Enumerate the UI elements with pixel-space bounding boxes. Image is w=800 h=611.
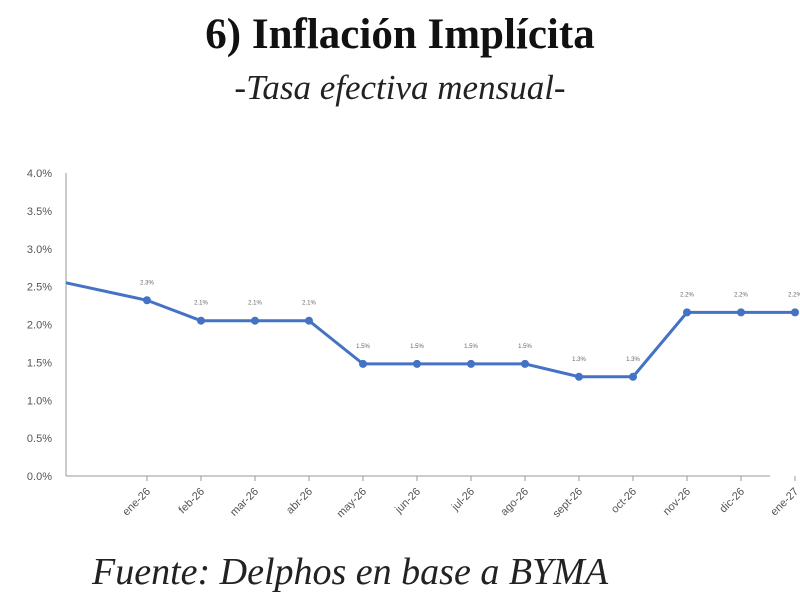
y-tick-label: 3.5% <box>27 206 52 218</box>
chart-title: 6) Inflación Implícita <box>205 11 595 58</box>
x-tick-label: feb-26 <box>177 486 208 517</box>
data-point <box>575 372 583 381</box>
y-tick-label: 2.0% <box>27 320 52 332</box>
y-axis-ticks: 0.0% 0.5% 1.0% 1.5% 2.0% 2.5% 3.0% 3.5% 4.0% <box>27 168 52 483</box>
data-point <box>359 359 367 368</box>
data-label: 2.2% <box>734 292 748 298</box>
x-tick-label: dic-26 <box>717 486 747 516</box>
data-label: 1.5% <box>410 344 424 350</box>
data-points <box>143 296 799 381</box>
data-label: 2.1% <box>194 301 208 307</box>
data-label: 2.1% <box>302 301 316 307</box>
y-tick-label: 1.5% <box>27 357 52 369</box>
data-point <box>791 308 799 317</box>
data-label: 2.2% <box>788 292 800 298</box>
data-label: 2.2% <box>680 292 694 298</box>
x-tick-label: may-26 <box>335 486 369 520</box>
data-label: 1.3% <box>626 357 640 363</box>
x-tick-label: oct-26 <box>609 486 639 516</box>
x-axis-ticks: ene-26 feb-26 mar-26 abr-26 may-26 jun-26 jul-… <box>120 476 800 520</box>
x-tick-label: nov-26 <box>661 486 693 518</box>
data-point <box>683 308 691 317</box>
data-label: 2.1% <box>248 301 262 307</box>
data-point <box>629 372 637 381</box>
x-tick-label: abr-26 <box>284 486 315 517</box>
y-tick-label: 2.5% <box>27 282 52 294</box>
data-label: 1.5% <box>356 344 370 350</box>
data-point <box>413 359 421 368</box>
x-tick-label: mar-26 <box>228 486 261 519</box>
data-point <box>521 359 529 368</box>
x-tick-label: jun-26 <box>392 486 423 517</box>
x-tick-label: ago-26 <box>498 486 531 519</box>
y-tick-label: 1.0% <box>27 395 52 407</box>
data-point <box>467 359 475 368</box>
data-label: 2.3% <box>140 280 154 286</box>
x-tick-label: sept-26 <box>551 486 585 520</box>
data-point <box>251 316 259 325</box>
data-point <box>737 308 745 317</box>
y-tick-label: 4.0% <box>27 168 52 180</box>
x-tick-label: ene-26 <box>120 486 153 519</box>
x-tick-label: ene-27 <box>768 486 800 519</box>
data-point <box>197 316 205 325</box>
chart-subtitle: -Tasa efectiva mensual- <box>234 68 566 107</box>
y-tick-label: 0.5% <box>27 433 52 445</box>
data-point <box>143 296 151 305</box>
data-labels: 2.3% 2.1% 2.1% 2.1% 1.5% 1.5% 1.5% 1.5% 1.3% 1.3%… <box>140 280 800 363</box>
data-label: 1.5% <box>464 344 478 350</box>
data-label: 1.3% <box>572 357 586 363</box>
x-tick-label: jul-26 <box>449 486 477 514</box>
y-tick-label: 3.0% <box>27 244 52 256</box>
series-line <box>65 281 795 379</box>
data-point <box>305 316 313 325</box>
source-note: Fuente: Delphos en base a BYMA <box>92 551 609 593</box>
y-tick-label: 0.0% <box>27 471 52 483</box>
data-label: 1.5% <box>518 344 532 350</box>
